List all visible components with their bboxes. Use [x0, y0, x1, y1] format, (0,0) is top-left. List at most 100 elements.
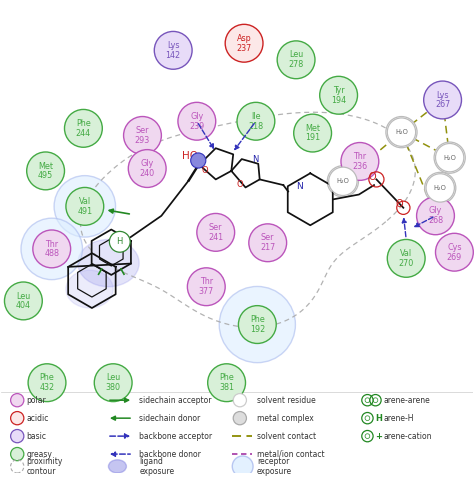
Circle shape	[225, 24, 263, 62]
Text: Gly
268: Gly 268	[428, 206, 443, 225]
Text: H₂O: H₂O	[433, 185, 447, 191]
Text: N: N	[252, 154, 258, 163]
Text: H₂O: H₂O	[337, 178, 349, 185]
Ellipse shape	[109, 460, 127, 473]
Circle shape	[341, 142, 379, 180]
Text: Val
491: Val 491	[77, 197, 92, 216]
Circle shape	[10, 430, 24, 443]
Text: Gly
240: Gly 240	[140, 159, 155, 178]
Circle shape	[109, 231, 130, 252]
Circle shape	[4, 282, 42, 320]
Circle shape	[436, 143, 464, 172]
Text: solvent contact: solvent contact	[257, 432, 316, 441]
Text: Phe
192: Phe 192	[250, 315, 265, 334]
Circle shape	[27, 152, 64, 190]
Circle shape	[10, 393, 24, 407]
Circle shape	[128, 150, 166, 187]
Text: H₂O: H₂O	[443, 155, 456, 161]
Ellipse shape	[78, 239, 139, 287]
Text: metal complex: metal complex	[257, 413, 314, 423]
Text: backbone donor: backbone donor	[139, 450, 201, 458]
Circle shape	[33, 230, 71, 268]
Text: Lys
267: Lys 267	[435, 91, 450, 109]
Circle shape	[387, 118, 416, 146]
Circle shape	[28, 364, 66, 402]
Text: HO: HO	[182, 151, 198, 161]
Circle shape	[319, 76, 357, 114]
Circle shape	[426, 174, 455, 202]
Text: Leu
380: Leu 380	[106, 373, 121, 392]
Text: proximity
contour: proximity contour	[26, 457, 63, 476]
Text: solvent residue: solvent residue	[257, 396, 316, 405]
Circle shape	[417, 197, 455, 235]
Text: Met
191: Met 191	[305, 124, 320, 142]
Circle shape	[208, 364, 246, 402]
Text: H: H	[375, 413, 382, 423]
Text: Phe
432: Phe 432	[39, 373, 55, 392]
Text: Thr
488: Thr 488	[44, 239, 59, 258]
Circle shape	[237, 102, 275, 140]
Text: backbone acceptor: backbone acceptor	[139, 432, 212, 441]
Circle shape	[10, 412, 24, 425]
Text: Ser
217: Ser 217	[260, 233, 275, 252]
Text: Ile
218: Ile 218	[248, 112, 264, 130]
Text: +: +	[375, 432, 382, 441]
Ellipse shape	[66, 270, 113, 308]
Circle shape	[94, 364, 132, 402]
Text: ligand
exposure: ligand exposure	[139, 457, 174, 476]
Text: H₂O: H₂O	[395, 129, 408, 135]
Text: Leu
278: Leu 278	[289, 51, 304, 69]
Circle shape	[124, 117, 161, 154]
Text: sidechain acceptor: sidechain acceptor	[139, 396, 212, 405]
Circle shape	[21, 218, 82, 280]
Text: arene-H: arene-H	[384, 413, 414, 423]
Circle shape	[233, 412, 246, 425]
Circle shape	[233, 393, 246, 407]
Text: Asp
237: Asp 237	[237, 34, 252, 53]
Text: Ser
241: Ser 241	[208, 223, 223, 242]
Circle shape	[387, 239, 425, 277]
Text: Lys
142: Lys 142	[165, 41, 181, 60]
Text: N: N	[296, 182, 303, 191]
Circle shape	[425, 172, 456, 204]
Circle shape	[64, 109, 102, 147]
Text: O: O	[368, 172, 376, 182]
Text: H: H	[117, 237, 123, 246]
Circle shape	[66, 187, 104, 225]
Circle shape	[187, 268, 225, 305]
Text: basic: basic	[26, 432, 46, 441]
Text: O: O	[236, 180, 243, 189]
Circle shape	[155, 32, 192, 69]
Circle shape	[249, 224, 287, 261]
Circle shape	[424, 81, 462, 119]
Text: greasy: greasy	[26, 450, 52, 458]
Text: H₂O: H₂O	[443, 155, 456, 161]
Circle shape	[191, 153, 206, 168]
Text: O: O	[395, 199, 403, 209]
Text: Val
270: Val 270	[399, 249, 414, 268]
Text: polar: polar	[26, 396, 46, 405]
Text: Gly
239: Gly 239	[189, 112, 204, 130]
Circle shape	[232, 456, 253, 477]
Text: H₂O: H₂O	[434, 185, 447, 191]
Circle shape	[54, 175, 116, 237]
Circle shape	[197, 214, 235, 251]
Text: H₂O: H₂O	[395, 129, 408, 135]
Circle shape	[434, 142, 465, 173]
Text: Ser
293: Ser 293	[135, 126, 150, 145]
Text: Phe
381: Phe 381	[219, 373, 234, 392]
Text: Cys
269: Cys 269	[447, 243, 462, 261]
Text: Thr
236: Thr 236	[352, 152, 367, 171]
Circle shape	[327, 166, 358, 197]
Text: Leu
404: Leu 404	[16, 292, 31, 310]
Text: acidic: acidic	[26, 413, 49, 423]
Circle shape	[386, 117, 417, 148]
Circle shape	[294, 114, 331, 152]
Circle shape	[328, 167, 357, 196]
Circle shape	[10, 447, 24, 461]
Circle shape	[178, 102, 216, 140]
Text: Met
495: Met 495	[38, 162, 53, 180]
Text: arene-cation: arene-cation	[384, 432, 432, 441]
Circle shape	[436, 233, 474, 271]
Text: Thr
377: Thr 377	[199, 277, 214, 296]
